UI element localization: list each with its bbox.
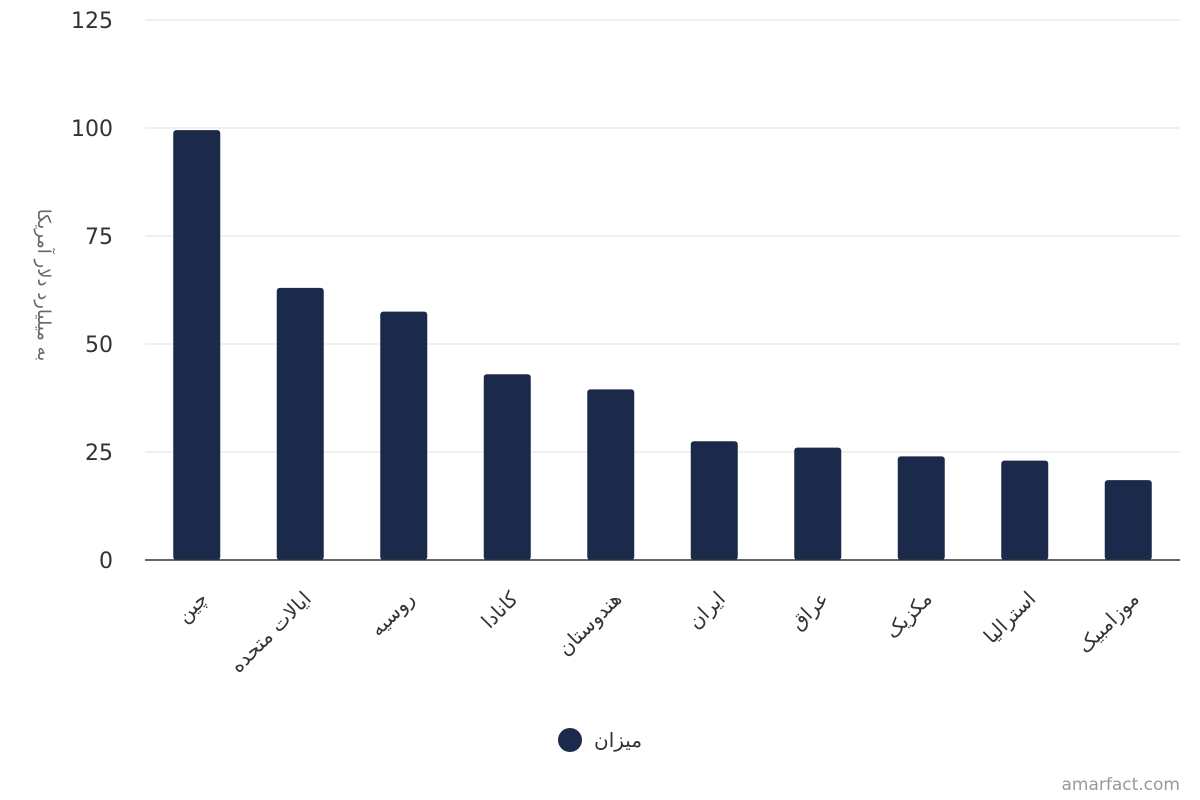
bar-8[interactable] <box>1001 460 1049 560</box>
x-tick-label: مکزیک <box>880 587 937 644</box>
bar-3[interactable] <box>483 374 531 560</box>
credit-text[interactable]: amarfact.com <box>1061 775 1180 795</box>
bar-6[interactable] <box>794 447 842 560</box>
x-tick-label: استرالیا <box>979 587 1041 649</box>
y-tick-label: 125 <box>71 9 113 34</box>
legend[interactable]: میزان <box>558 728 642 752</box>
y-axis-ticks: 0 25 50 75 100 125 <box>71 9 113 574</box>
x-tick-label: ایالات متحده <box>225 587 316 678</box>
legend-marker <box>558 728 582 752</box>
x-tick-label: روسیه <box>365 587 419 641</box>
x-tick-label: کانادا <box>476 586 523 633</box>
bar-0[interactable] <box>173 130 221 560</box>
y-tick-label: 100 <box>71 117 113 142</box>
legend-label: میزان <box>594 728 642 752</box>
y-tick-label: 25 <box>85 441 113 466</box>
y-tick-label: 0 <box>99 549 113 574</box>
bars <box>173 130 1152 560</box>
x-tick-label: ایران <box>683 587 730 634</box>
bar-5[interactable] <box>690 441 738 560</box>
x-axis-labels: چین ایالات متحده روسیه کانادا هندوستان ایران ع… <box>172 586 1144 677</box>
y-tick-label: 75 <box>85 225 113 250</box>
x-tick-label: چین <box>172 587 213 628</box>
x-tick-label: عراق <box>785 587 833 635</box>
bar-1[interactable] <box>276 287 324 560</box>
bar-2[interactable] <box>380 311 428 560</box>
bar-7[interactable] <box>897 456 945 560</box>
y-tick-label: 50 <box>85 333 113 358</box>
bar-4[interactable] <box>587 389 635 560</box>
bar-9[interactable] <box>1104 480 1152 560</box>
x-tick-label: موزامبیک <box>1072 587 1143 658</box>
x-tick-label: هندوستان <box>553 587 627 661</box>
y-axis-label: به میلیارد دلار آمریکا <box>33 209 56 361</box>
